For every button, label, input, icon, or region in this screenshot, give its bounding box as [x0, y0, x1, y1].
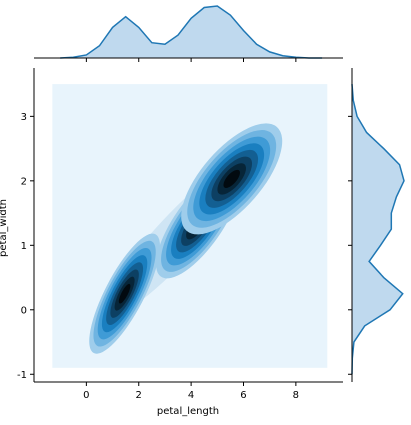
x-tick-label: 0	[83, 390, 89, 401]
axes: 0 2 4 6 8 -1 0 1 2 3	[17, 58, 352, 401]
marginal-y-density	[351, 68, 405, 382]
kde-contour-virginica-level-8	[223, 169, 240, 188]
y-tick-label: 3	[21, 112, 27, 123]
marginal-y-fill	[352, 84, 404, 375]
joint-panel	[52, 84, 328, 368]
y-tick-label: 0	[21, 305, 27, 316]
x-tick-label: 6	[240, 390, 246, 401]
y-tick-label: -1	[17, 370, 27, 381]
x-tick-label: 8	[293, 390, 299, 401]
y-axis-label: petal_width	[0, 199, 9, 257]
marginal-y-line	[351, 84, 405, 375]
marginal-x-line	[60, 5, 323, 59]
kde-contour-setosa-level-8	[118, 283, 131, 304]
y-tick-label: 1	[21, 241, 27, 252]
y-tick-label: 2	[21, 176, 27, 187]
marginal-x-fill	[60, 6, 323, 58]
x-tick-label: 2	[136, 390, 142, 401]
x-tick-label: 4	[188, 390, 194, 401]
kde-contours	[89, 123, 283, 354]
marginal-x-density	[34, 5, 343, 59]
x-axis-label: petal_length	[157, 406, 219, 417]
